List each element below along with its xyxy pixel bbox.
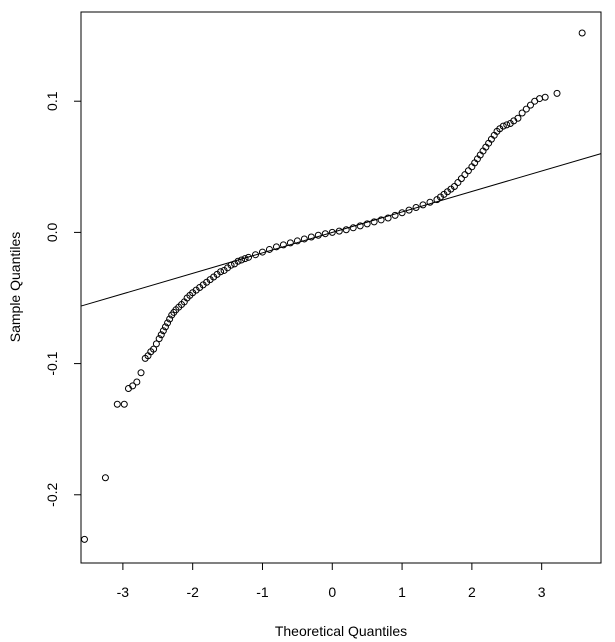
plot-frame — [80, 11, 602, 564]
x-tick-label: 0 — [328, 584, 336, 600]
data-point — [377, 216, 385, 224]
data-point — [155, 335, 163, 343]
x-tick-label: -3 — [117, 584, 130, 600]
data-point — [150, 345, 158, 353]
data-point — [328, 228, 336, 236]
data-point — [129, 382, 137, 390]
data-point — [405, 206, 413, 214]
data-point — [363, 220, 371, 228]
x-axis: -3 -2 -1 0 1 2 3 — [117, 562, 546, 600]
data-point — [461, 171, 469, 179]
data-point — [514, 114, 522, 122]
data-point — [157, 331, 165, 339]
data-point — [272, 243, 280, 251]
y-axis-label: Sample Quantiles — [7, 232, 23, 343]
data-point — [541, 93, 549, 101]
data-point — [80, 535, 88, 543]
data-point — [293, 237, 301, 245]
data-point — [553, 89, 561, 97]
x-axis-label: Theoretical Quantiles — [275, 623, 407, 639]
data-point — [152, 340, 160, 348]
data-point — [300, 235, 308, 243]
data-point — [384, 214, 392, 222]
data-point — [536, 95, 544, 103]
y-tick-label: 0.0 — [44, 222, 60, 242]
y-axis: -0.2 -0.1 0.0 0.1 — [44, 91, 82, 507]
x-tick-label: -1 — [256, 584, 269, 600]
data-point — [286, 239, 294, 247]
data-point — [503, 121, 511, 129]
data-point — [522, 105, 530, 113]
data-point — [499, 122, 507, 130]
x-tick-label: -2 — [186, 584, 199, 600]
y-tick-label: 0.1 — [44, 91, 60, 111]
reference-line-layer — [80, 153, 602, 307]
data-point — [164, 319, 172, 327]
data-point — [137, 369, 145, 377]
data-point — [518, 109, 526, 117]
data-point — [166, 315, 174, 323]
data-point — [133, 378, 141, 386]
y-tick-label: -0.2 — [44, 483, 60, 507]
data-point — [279, 241, 287, 249]
data-point — [527, 101, 535, 109]
y-tick-label: -0.1 — [44, 351, 60, 375]
data-point — [578, 29, 586, 37]
data-point — [101, 474, 109, 482]
data-point — [356, 222, 364, 230]
data-point — [251, 251, 259, 259]
data-point — [464, 167, 472, 175]
data-point — [159, 327, 167, 335]
data-point — [426, 198, 434, 206]
data-point — [113, 400, 121, 408]
data-point — [217, 268, 225, 276]
data-point — [454, 179, 462, 187]
data-point — [161, 323, 169, 331]
data-point — [349, 224, 357, 232]
qq-reference-line — [80, 153, 602, 307]
data-point — [342, 226, 350, 234]
x-tick-label: 3 — [538, 584, 546, 600]
x-tick-label: 2 — [468, 584, 476, 600]
data-point — [120, 400, 128, 408]
data-point — [450, 182, 458, 190]
points-layer — [80, 29, 586, 543]
data-point — [457, 175, 465, 183]
x-tick-label: 1 — [398, 584, 406, 600]
data-point — [370, 218, 378, 226]
data-point — [307, 233, 315, 241]
